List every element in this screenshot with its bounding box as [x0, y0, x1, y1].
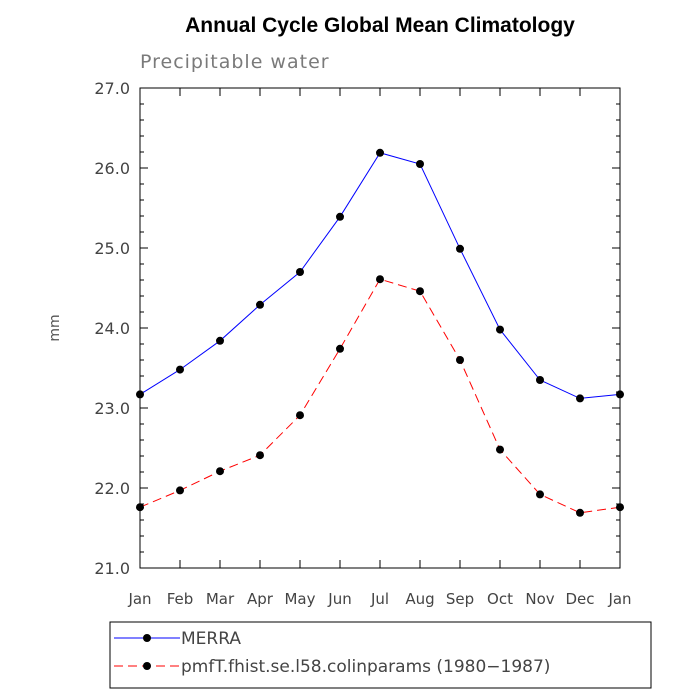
y-tick-label: 24.0 [94, 319, 130, 338]
legend-marker-model [143, 662, 151, 670]
data-point [616, 390, 624, 399]
legend-label-model: pmfT.fhist.se.l58.colinparams (1980−1987… [181, 657, 550, 677]
x-tick-label: May [284, 590, 315, 608]
x-tick-label: Jun [327, 590, 351, 608]
data-point [256, 451, 264, 460]
data-point [176, 486, 184, 495]
x-tick-label: Apr [247, 590, 274, 608]
data-point [496, 445, 504, 454]
y-tick-label: 25.0 [94, 239, 130, 258]
y-axis-label: mm [47, 314, 63, 341]
legend-marker-merra [143, 634, 151, 642]
legend: MERRA pmfT.fhist.se.l58.colinparams (198… [109, 621, 652, 689]
data-point [576, 394, 584, 403]
data-point [216, 467, 224, 476]
x-tick-label: Jul [370, 590, 389, 608]
data-point [376, 148, 384, 157]
data-point [336, 212, 344, 221]
y-axis-ticks: 21.0 22.0 23.0 24.0 25.0 26.0 27.0 [94, 79, 620, 578]
x-tick-label: Oct [487, 590, 513, 608]
x-tick-label: Jan [127, 590, 151, 608]
chart-title: Annual Cycle Global Mean Climatology [185, 14, 575, 37]
x-tick-label: Jan [607, 590, 631, 608]
data-point [296, 268, 304, 276]
data-point [336, 344, 344, 353]
legend-box [109, 621, 652, 689]
x-tick-label: Dec [565, 590, 594, 608]
series-line-1 [139, 278, 621, 514]
data-point [256, 300, 264, 309]
plot-frame [139, 87, 621, 569]
data-point [216, 336, 224, 345]
y-tick-label: 26.0 [94, 159, 130, 178]
x-tick-label: Aug [405, 590, 434, 608]
y-tick-label: 22.0 [94, 479, 130, 498]
data-point [616, 503, 624, 512]
data-point [536, 376, 544, 384]
chart-subtitle: Precipitable water [140, 51, 330, 73]
x-tick-label: Nov [525, 590, 554, 608]
legend-label-merra: MERRA [181, 629, 241, 649]
data-point [136, 390, 144, 399]
x-tick-label: Feb [167, 590, 194, 608]
data-point [576, 508, 584, 517]
y-tick-label: 27.0 [94, 79, 130, 98]
y-tick-label: 23.0 [94, 399, 130, 418]
data-point [416, 287, 424, 296]
x-tick-label: Sep [446, 590, 474, 608]
y-tick-label: 21.0 [94, 559, 130, 578]
x-axis-ticks: Jan Feb Mar Apr May Jun Jul Aug Sep Oct Nov Dec Jan [127, 88, 632, 608]
data-point [176, 365, 184, 374]
data-point [376, 275, 384, 284]
data-point [456, 356, 464, 364]
data-point [456, 244, 464, 253]
data-point [536, 490, 544, 499]
data-point [136, 503, 144, 512]
data-point [296, 411, 304, 420]
data-point [496, 325, 504, 334]
data-point [416, 160, 424, 168]
x-tick-label: Mar [206, 590, 235, 608]
series-layer [136, 148, 624, 517]
